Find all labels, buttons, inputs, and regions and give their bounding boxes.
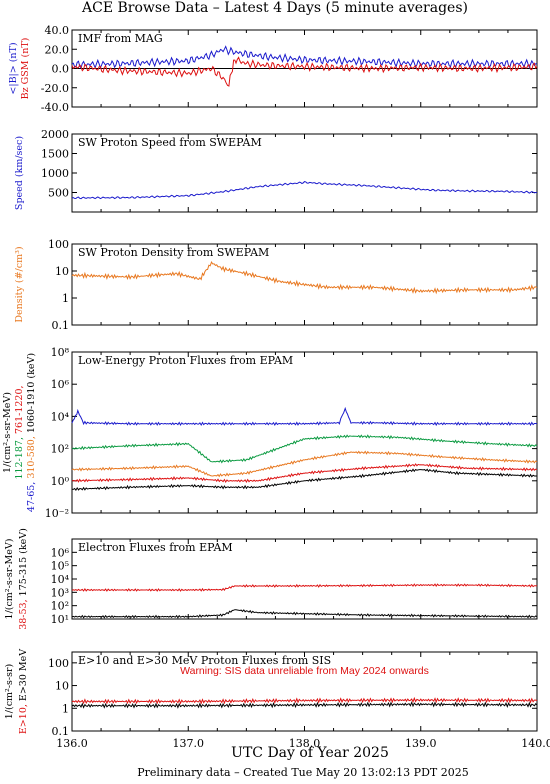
panel-title: Electron Fluxes from EPAM (78, 541, 233, 554)
y-axis-label-part: 310-580, (26, 436, 37, 482)
warning-annotation: Warning: SIS data unreliable from May 20… (180, 665, 429, 677)
y-axis-label-part: 112-187, (14, 437, 25, 480)
series-line (71, 609, 538, 619)
y-tick-label: 1000 (41, 167, 69, 180)
y-axis-label: 1/(cm²-s-sr-MeV) (2, 392, 13, 473)
y-tick-label: 20.0 (45, 43, 70, 56)
series-line (71, 434, 538, 464)
y-axis-label-part: E>10, (18, 704, 29, 734)
y-axis-label: 1/(cm²-s-sr-MeV) (4, 539, 15, 620)
x-axis-label: UTC Day of Year 2025 (231, 745, 389, 761)
y-tick-label: -40.0 (41, 101, 69, 114)
y-axis-label: E>10, E>30 MeV (18, 649, 29, 734)
y-axis-label-part: 47-65, (26, 482, 37, 512)
y-axis-label-part: 1/(cm²-s-sr-MeV) (2, 392, 13, 473)
y-tick-label: 10¹ (51, 613, 69, 626)
y-tick-label: 0.1 (52, 725, 70, 738)
series-line (71, 45, 537, 69)
y-tick-label: 0.1 (52, 319, 70, 332)
series-line (71, 696, 538, 705)
series-line (71, 406, 538, 427)
y-tick-label: 1 (62, 292, 69, 305)
y-tick-label: 10² (51, 600, 69, 613)
y-axis-label: 38-53, 175-315 (keV) (18, 528, 29, 630)
x-tick-label: 140.0 (521, 737, 550, 750)
y-axis-label: 1/(cm²-s-sr) (4, 664, 15, 720)
series-line (71, 56, 538, 87)
series-line (71, 468, 537, 491)
x-tick-label: 137.0 (173, 737, 205, 750)
panel-title: Low-Energy Proton Fluxes from EPAM (78, 354, 293, 367)
y-tick-label: 40.0 (45, 24, 70, 37)
y-axis-label-part: 1060-1910 (keV) (26, 353, 37, 436)
panel-title: IMF from MAG (78, 32, 163, 45)
series-line (71, 261, 538, 295)
panel-title: E>10 and E>30 MeV Proton Fluxes from SIS (78, 654, 331, 667)
panel-title: SW Proton Density from SWEPAM (78, 246, 269, 259)
panel-frame (71, 351, 538, 514)
y-tick-label: 1500 (41, 148, 69, 161)
y-tick-label: 10⁶ (51, 378, 70, 391)
y-tick-label: 10⁵ (51, 560, 69, 573)
y-tick-label: 10² (51, 443, 69, 456)
y-tick-label: 100 (48, 238, 69, 251)
y-tick-label: 10⁰ (51, 475, 70, 488)
y-tick-label: 10⁶ (51, 546, 70, 559)
footer-note: Preliminary data – Created Tue May 20 13… (137, 766, 468, 779)
figure-title: ACE Browse Data – Latest 4 Days (5 minut… (81, 0, 468, 16)
y-axis-label: 47-65, 310-580, 1060-1910 (keV) (26, 353, 37, 512)
y-tick-label: 10 (55, 680, 69, 693)
x-tick-label: 136.0 (56, 737, 88, 750)
y-axis-label-part: E>30 MeV (18, 649, 29, 704)
series-line (71, 181, 537, 200)
series-line (71, 701, 538, 709)
y-axis-label: Bz GSM (nT) (20, 38, 31, 100)
y-tick-label: 10⁴ (51, 573, 70, 586)
y-axis-label: Speed (km/sec) (14, 136, 25, 210)
y-tick-label: 10⁻² (45, 507, 69, 520)
y-tick-label: 10⁸ (51, 346, 70, 359)
y-tick-label: 10 (55, 265, 69, 278)
y-tick-label: 10³ (51, 586, 69, 599)
panels-group: IMF from MAG 40.0 20.0 0.0 -20.0 -40.0 <|B|> (… (2, 24, 550, 750)
y-tick-label: 0.0 (52, 63, 70, 76)
x-tick-label: 138.0 (289, 737, 321, 750)
y-tick-label: -20.0 (41, 82, 69, 95)
y-tick-label: 1 (62, 702, 69, 715)
y-tick-label: 100 (48, 657, 69, 670)
series-line (71, 450, 538, 478)
y-axis-label-part: 761-1220, (14, 385, 25, 437)
x-tick-label: 139.0 (405, 737, 437, 750)
y-tick-label: 10⁴ (51, 410, 70, 423)
y-tick-label: 500 (48, 187, 69, 200)
panel-title: SW Proton Speed from SWEPAM (78, 136, 262, 149)
y-tick-label: 2000 (41, 128, 69, 141)
y-axis-label: <|B|> (nT) (8, 42, 19, 94)
series-line (71, 583, 538, 592)
y-axis-label-part: 38-53, (18, 599, 29, 629)
y-axis-label: Density (#/cm³) (14, 246, 25, 322)
series-line (71, 463, 538, 483)
y-axis-label-part: 175-315 (keV) (18, 528, 29, 599)
y-axis-label: 112-187, 761-1220, (14, 385, 25, 479)
